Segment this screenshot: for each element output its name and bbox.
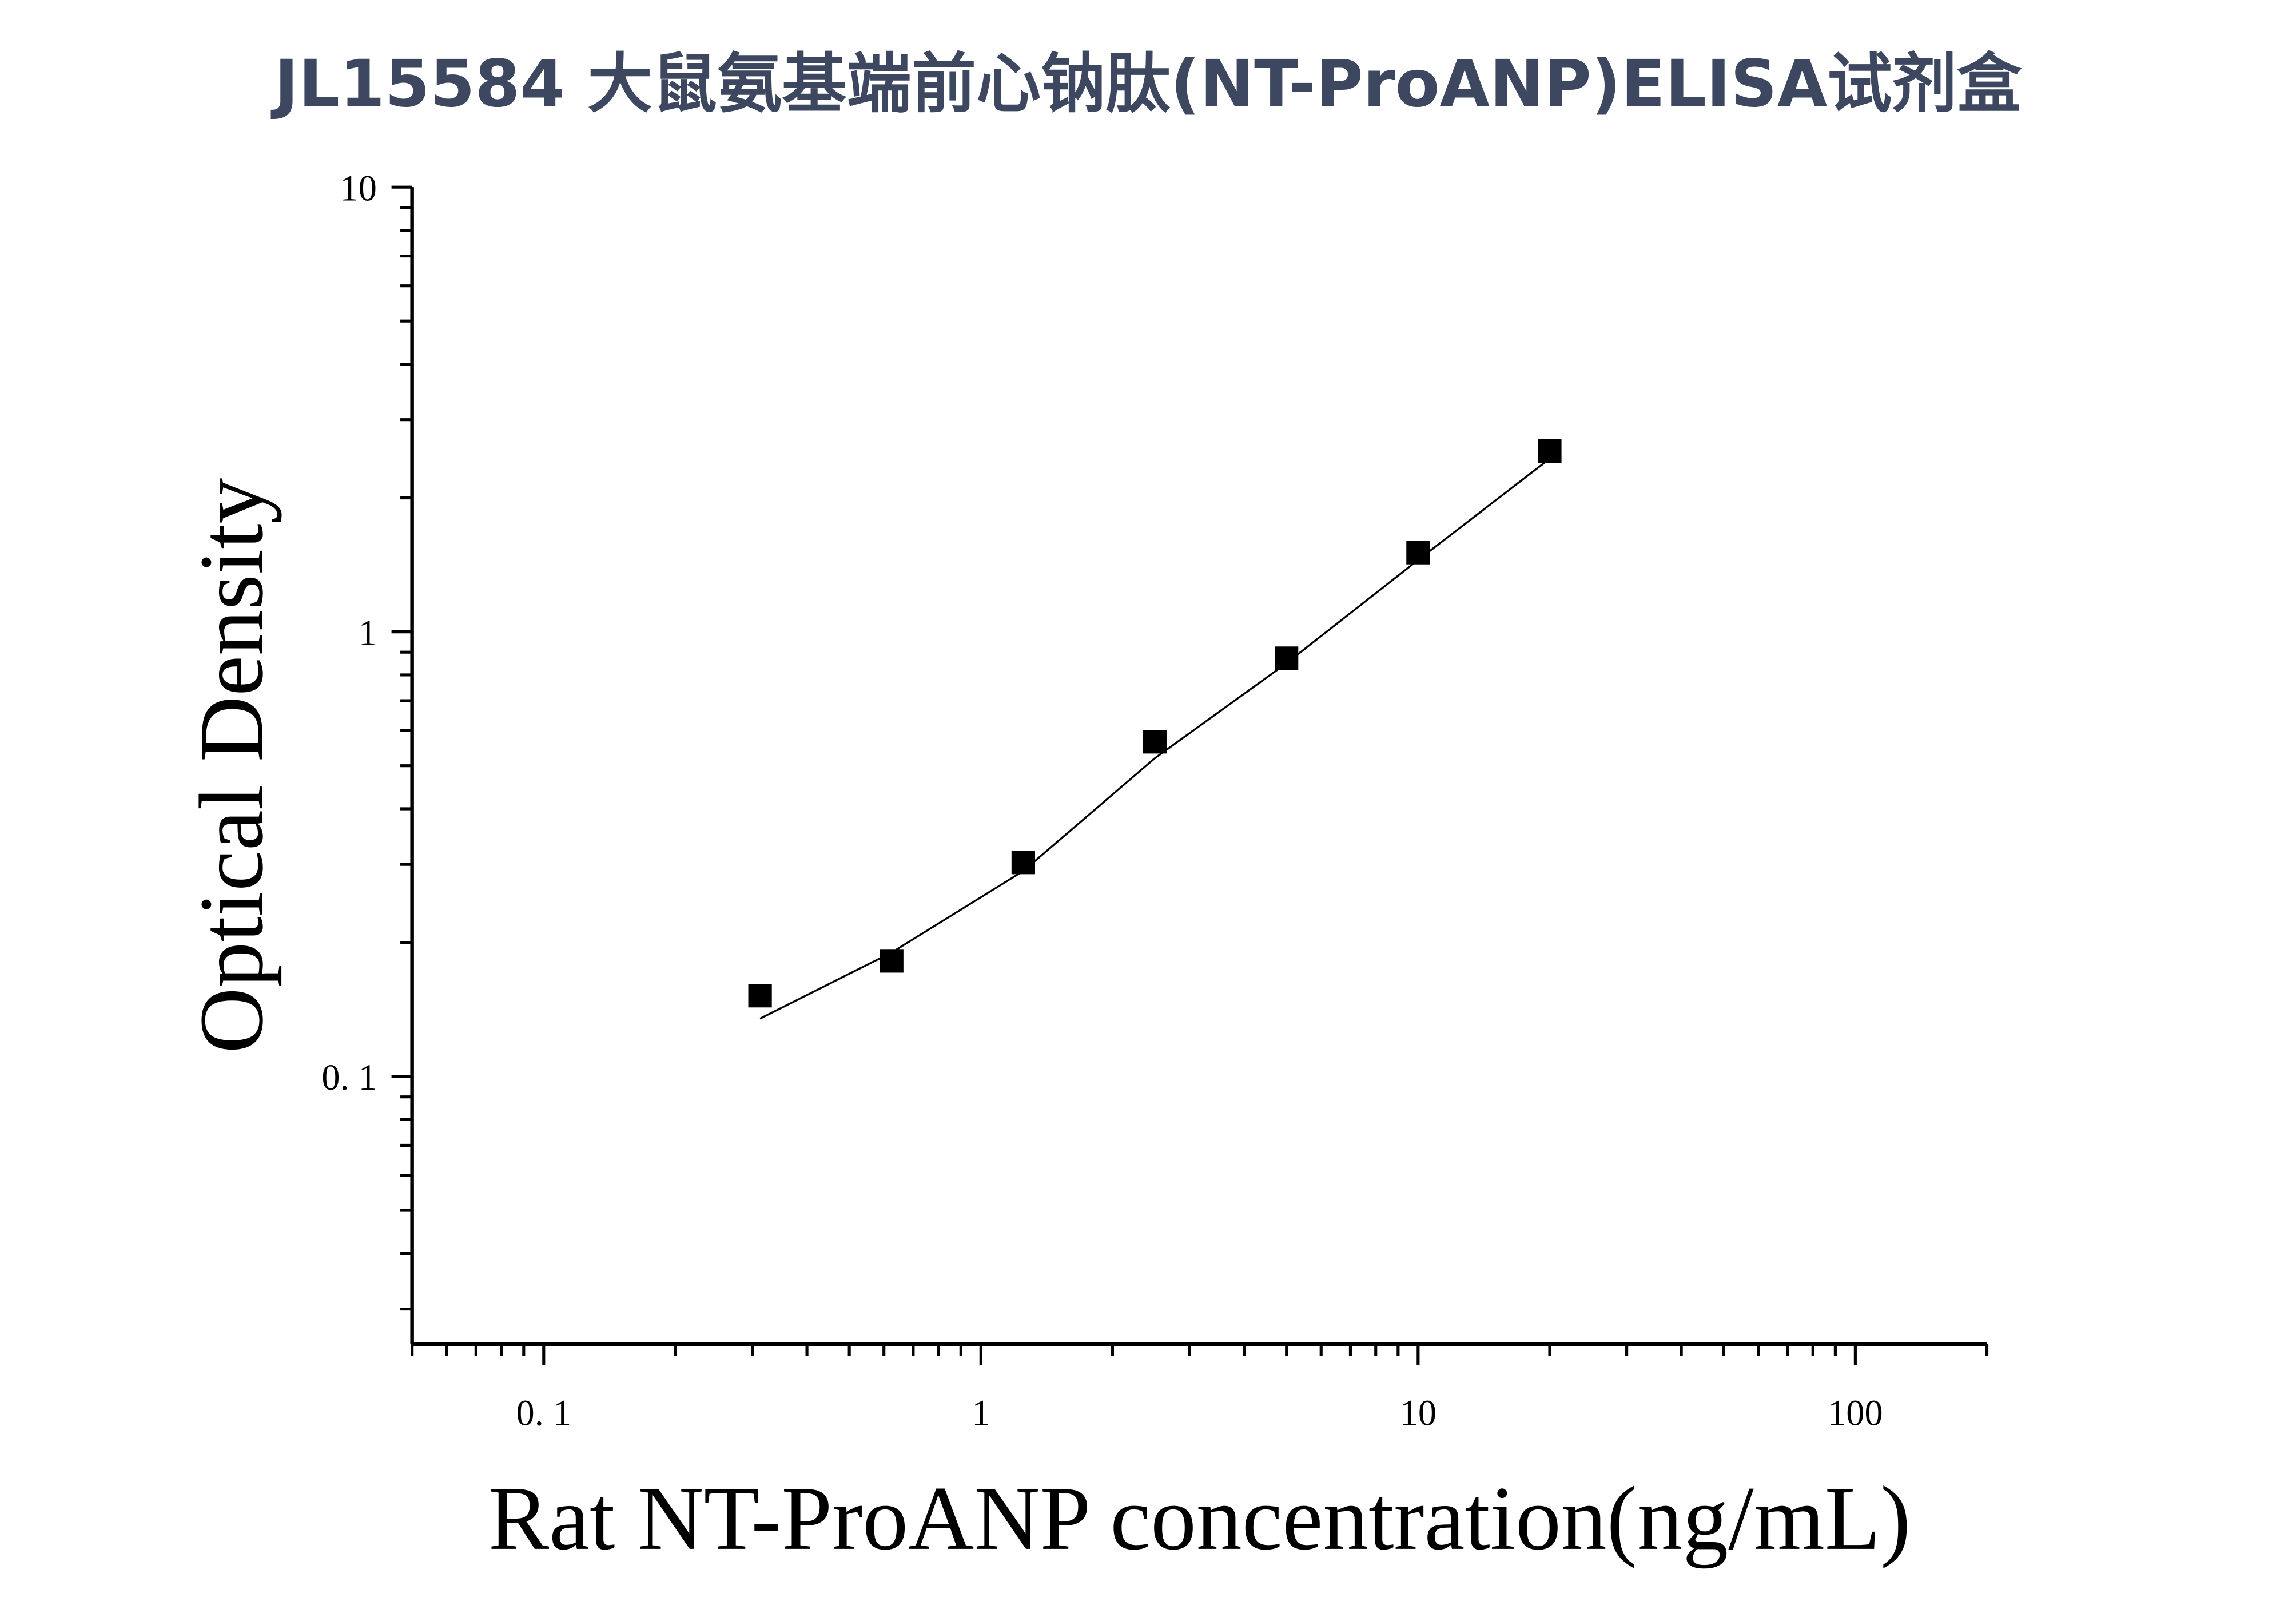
data-point (748, 984, 772, 1008)
data-point (1275, 646, 1299, 670)
x-axis-label: Rat NT-ProANP concentration(ng/mL) (488, 1468, 1911, 1569)
x-tick-label: 10 (1400, 1393, 1437, 1433)
y-axis-label: Optical Density (181, 478, 282, 1053)
data-point (1011, 851, 1035, 875)
x-tick-label: 100 (1828, 1393, 1883, 1433)
data-point (1538, 439, 1562, 463)
data-point (880, 949, 904, 973)
chart-title: JL15584 大鼠氨基端前心钠肽(NT-ProANP)ELISA试剂盒 (270, 46, 2022, 122)
y-tick-label: 10 (340, 168, 377, 208)
data-point (1406, 541, 1430, 565)
axes: 0. 1 1 10 100 0. 1 1 10 (321, 168, 1989, 1433)
x-tick-label: 1 (972, 1393, 990, 1433)
x-tick-label: 0. 1 (516, 1393, 571, 1433)
data-point (1143, 730, 1167, 754)
y-tick-label: 1 (359, 613, 377, 653)
marks (748, 439, 1562, 1020)
y-tick-label: 0. 1 (321, 1057, 377, 1098)
